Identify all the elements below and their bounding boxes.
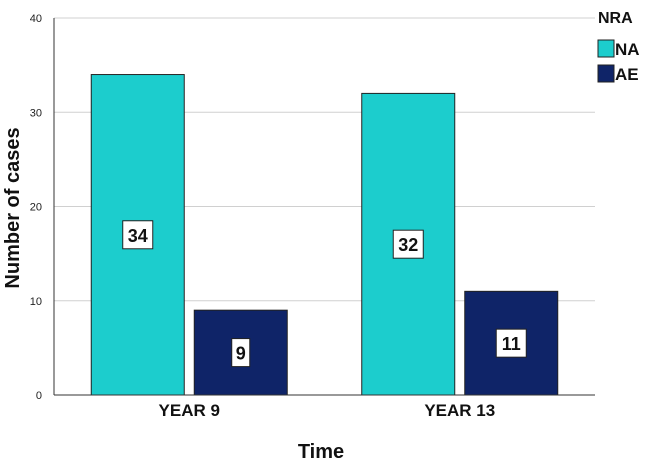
data-label: 32 — [398, 235, 418, 255]
x-axis-title: Time — [298, 441, 344, 460]
legend-swatch-na — [597, 39, 615, 58]
data-label-box — [122, 220, 154, 250]
y-axis-title: Number of cases — [2, 127, 24, 288]
legend-swatch-ae — [597, 64, 615, 83]
x-tick-label: YEAR 13 — [424, 401, 495, 420]
legend-label-ae: AE — [615, 65, 639, 84]
bars: 34 9 32 11 — [90, 74, 559, 396]
legend-title: NRA — [598, 10, 633, 27]
y-tick-label: 10 — [30, 296, 42, 308]
legend-label-na: NA — [615, 40, 640, 59]
y-tick-label: 30 — [30, 107, 42, 119]
x-tick-labels: YEAR 9 YEAR 13 — [159, 401, 496, 420]
data-label: 11 — [502, 334, 521, 354]
y-tick-label: 40 — [30, 13, 42, 25]
x-tick-label: YEAR 9 — [159, 401, 220, 420]
legend: NRA NA AE — [597, 10, 640, 84]
data-label-box — [392, 229, 424, 259]
y-tick-labels: 0 10 20 30 40 — [30, 13, 42, 402]
data-label-box — [231, 338, 251, 368]
axes — [53, 18, 595, 396]
data-label: 34 — [128, 226, 148, 246]
y-tick-label: 0 — [36, 390, 42, 402]
y-tick-label: 20 — [30, 202, 42, 214]
data-label: 9 — [236, 344, 246, 364]
data-label-box — [495, 328, 527, 358]
